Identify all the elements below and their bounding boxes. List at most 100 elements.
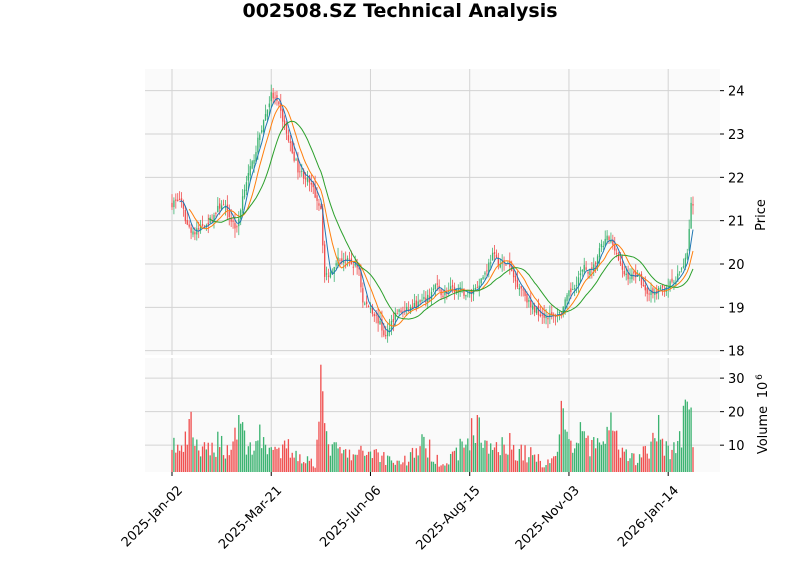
volume-bar (570, 440, 572, 472)
candle-body (301, 170, 303, 172)
volume-bar (553, 456, 555, 472)
candle-body (636, 275, 639, 277)
volume-bar (505, 453, 507, 472)
candle-body (532, 305, 534, 310)
candle-body (219, 203, 221, 209)
volume-bar (341, 453, 343, 472)
volume-bar (177, 444, 179, 472)
candle-body (188, 224, 190, 227)
volume-bar (388, 456, 391, 472)
volume-bar (194, 445, 196, 472)
candle-body (621, 263, 624, 270)
candle-body (528, 299, 530, 302)
candle-body (505, 264, 507, 266)
candle-body (648, 293, 650, 295)
candle-body (642, 285, 645, 287)
candle-body (381, 319, 383, 331)
volume-bar (675, 453, 677, 472)
volume-bar (598, 442, 601, 472)
volume-bar (650, 441, 652, 472)
volume-bar (427, 457, 429, 472)
candle-body (241, 196, 244, 211)
volume-tick-label: 10 (728, 439, 745, 454)
candle-body (518, 287, 520, 290)
volume-bar (196, 439, 198, 472)
volume-bar (346, 457, 349, 472)
candle-body (413, 303, 416, 308)
candle-body (572, 289, 574, 291)
volume-bar (617, 449, 620, 472)
candle-body (541, 314, 543, 316)
candle-body (442, 295, 444, 297)
candle-body (274, 97, 276, 99)
candle-body (234, 222, 236, 229)
candle-body (581, 270, 583, 272)
volume-bar (581, 431, 583, 472)
volume-bar (386, 455, 389, 472)
volume-bar (247, 446, 250, 472)
candle-body (339, 259, 341, 261)
volume-bar (238, 415, 240, 472)
candle-body (178, 198, 181, 200)
volume-bar (558, 434, 561, 472)
volume-bar (241, 422, 244, 472)
volume-bar (541, 467, 543, 472)
volume-bar (673, 442, 675, 472)
candle-body (491, 252, 494, 261)
volume-bar (392, 462, 395, 472)
candle-body (612, 239, 614, 246)
ma-short-line (179, 97, 694, 333)
candle-body (255, 152, 257, 162)
volume-bar (448, 464, 450, 472)
volume-bar (606, 426, 608, 472)
candle-body (428, 296, 431, 298)
volume-bar (623, 451, 625, 472)
candle-body (369, 308, 372, 310)
candle-body (224, 206, 227, 208)
volume-bar (507, 454, 509, 472)
volume-bar (440, 465, 442, 472)
volume-bar (274, 446, 276, 472)
volume-bar (182, 451, 185, 472)
candle-body (421, 299, 423, 302)
candle-body (596, 256, 599, 267)
volume-bar (501, 437, 503, 472)
candle-body (686, 252, 688, 259)
candle-body (398, 309, 400, 312)
volume-bar (549, 463, 551, 472)
volume-bar (232, 441, 234, 472)
volume-bar (186, 444, 188, 472)
candle-body (530, 300, 532, 308)
candle-body (386, 329, 389, 337)
volume-bar (520, 444, 522, 472)
candle-body (507, 263, 509, 265)
candle-body (522, 289, 524, 291)
candle-body (352, 266, 354, 268)
candle-body (388, 328, 391, 330)
candle-body (665, 287, 667, 292)
volume-bar (470, 418, 473, 472)
volume-bar (503, 444, 505, 472)
candle-body (438, 285, 440, 288)
x-tick-label: 2026-Jan-14 (615, 483, 682, 550)
candle-body (293, 151, 295, 161)
candle-body (543, 313, 545, 318)
volume-bar (362, 450, 364, 472)
candle-body (308, 175, 311, 183)
volume-bar (205, 449, 208, 472)
volume-bar (394, 464, 396, 472)
candle-body (419, 300, 421, 303)
volume-bars (171, 364, 694, 472)
volume-bar (390, 460, 393, 472)
volume-bar (493, 447, 496, 472)
volume-bar (659, 439, 662, 472)
candle-body (306, 177, 309, 182)
volume-bar (325, 431, 328, 472)
candle-body (316, 195, 318, 201)
volume-bar (333, 442, 335, 472)
candle-body (383, 330, 385, 336)
volume-bar (280, 458, 282, 472)
candle-body (190, 227, 192, 233)
volume-bar (350, 460, 353, 472)
